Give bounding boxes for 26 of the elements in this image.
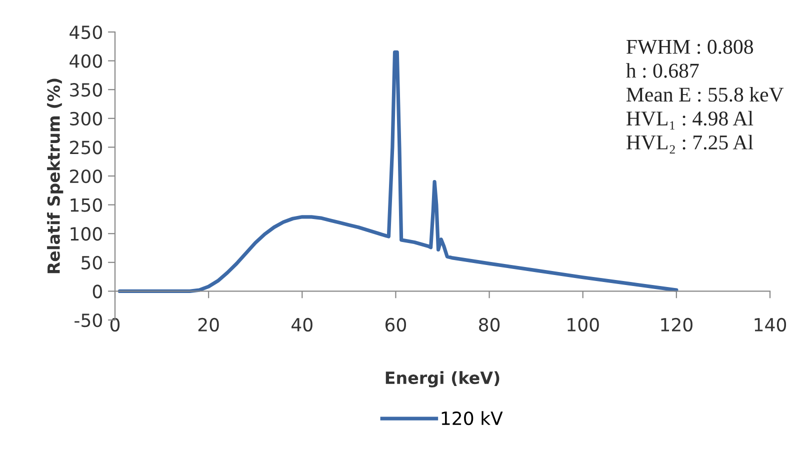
y-tick-label: 0 bbox=[92, 284, 102, 298]
legend-label: 120 kV bbox=[442, 411, 503, 426]
y-tick-label: 400 bbox=[70, 54, 102, 68]
y-tick-label: 200 bbox=[70, 169, 102, 184]
annotation: HVL₁ : 4.98 Al bbox=[626, 110, 754, 130]
x-tick-label: 40 bbox=[292, 318, 312, 332]
y-tick-label: 50 bbox=[82, 256, 102, 270]
x-tick-label: 20 bbox=[198, 318, 219, 332]
y-tick-label: 350 bbox=[70, 83, 102, 97]
y-tick-label: 450 bbox=[70, 25, 102, 40]
x-tick-label: 120 bbox=[661, 318, 692, 332]
y-tick-label: -50 bbox=[74, 313, 102, 328]
annotation: h : 0.687 bbox=[626, 63, 699, 78]
y-tick-label: 300 bbox=[70, 112, 102, 126]
x-tick-label: 80 bbox=[479, 318, 500, 332]
annotation: HVL₂ : 7.25 Al bbox=[626, 134, 754, 154]
y-tick-label: 100 bbox=[70, 227, 102, 241]
y-tick-label: 150 bbox=[70, 198, 102, 212]
annotation: Mean E : 55.8 keV bbox=[626, 87, 784, 102]
x-tick-label: 60 bbox=[385, 318, 406, 332]
annotation: FWHM : 0.808 bbox=[626, 40, 754, 54]
x-axis-title: Energi (keV) bbox=[386, 371, 500, 388]
y-tick-label: 250 bbox=[70, 140, 102, 154]
y-axis-title: Relatif Spektrum (%) bbox=[47, 78, 64, 274]
x-tick-label: 140 bbox=[754, 318, 786, 332]
x-tick-label: 100 bbox=[568, 318, 599, 332]
